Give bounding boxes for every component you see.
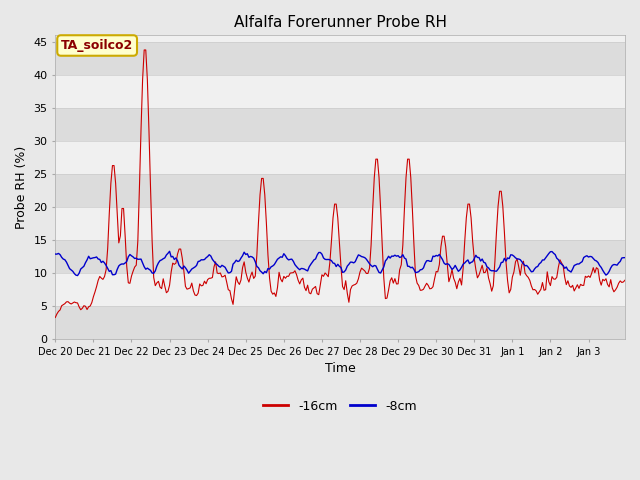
Bar xyxy=(55,9,625,42)
Title: Alfalfa Forerunner Probe RH: Alfalfa Forerunner Probe RH xyxy=(234,15,447,30)
Bar xyxy=(55,240,625,273)
Bar xyxy=(55,174,625,207)
Legend: -16cm, -8cm: -16cm, -8cm xyxy=(259,395,422,418)
Bar xyxy=(55,141,625,174)
Bar xyxy=(55,75,625,108)
Bar xyxy=(55,108,625,141)
Bar xyxy=(55,42,625,75)
Bar xyxy=(55,273,625,306)
Bar xyxy=(55,207,625,240)
Y-axis label: Probe RH (%): Probe RH (%) xyxy=(15,145,28,229)
Text: TA_soilco2: TA_soilco2 xyxy=(61,39,133,52)
X-axis label: Time: Time xyxy=(324,362,356,375)
Bar xyxy=(55,306,625,339)
